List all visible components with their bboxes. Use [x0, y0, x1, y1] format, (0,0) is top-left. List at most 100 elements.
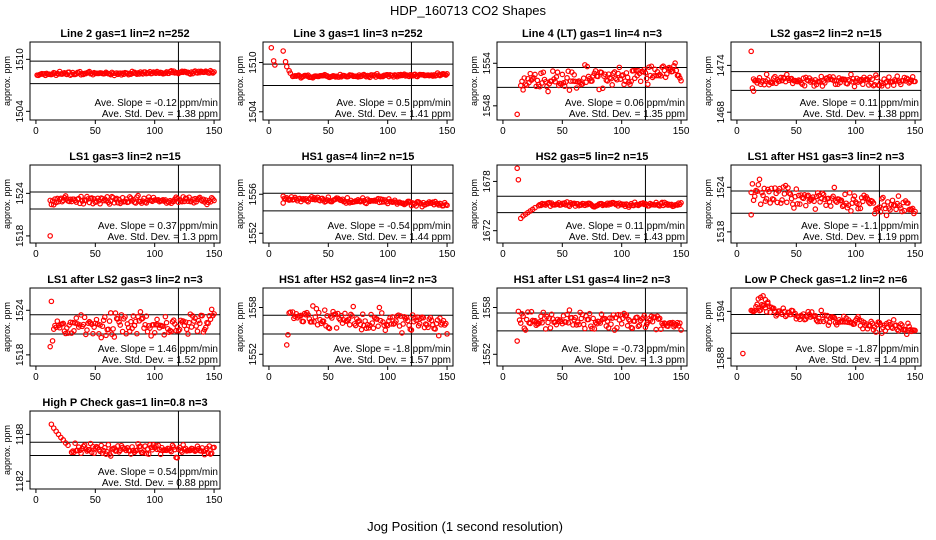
x-tick-label: 100: [146, 372, 163, 383]
data-point: [388, 321, 395, 327]
data-point: [566, 307, 573, 313]
y-axis-label: approx. ppm: [703, 302, 713, 352]
panel-title: HS1 gas=4 lin=2 n=15: [302, 151, 415, 163]
data-point: [520, 87, 526, 93]
data-point: [831, 184, 838, 191]
data-point: [591, 326, 598, 332]
data-point: [749, 85, 756, 91]
data-point: [71, 327, 77, 334]
data-point: [774, 199, 781, 206]
panel-frame: [29, 164, 221, 244]
data-point: [529, 76, 536, 82]
data-point: [194, 328, 201, 335]
data-point: [642, 324, 649, 331]
data-point: [520, 313, 526, 320]
data-point: [893, 206, 899, 213]
data-point: [623, 70, 630, 76]
data-point: [769, 80, 776, 86]
data-point: [882, 205, 889, 212]
data-point: [313, 305, 320, 312]
data-point: [759, 189, 765, 196]
data-point: [869, 76, 876, 82]
data-point: [580, 75, 587, 81]
data-point: [148, 333, 154, 339]
data-point: [532, 204, 538, 211]
x-tick-label: 150: [206, 372, 223, 383]
data-point: [800, 311, 807, 317]
y-tick-label: 1552: [248, 343, 259, 366]
data-point: [818, 195, 825, 202]
data-point: [115, 443, 121, 449]
panel-frame: [29, 41, 221, 121]
x-tick-label: 50: [791, 249, 803, 260]
data-point: [514, 165, 520, 172]
panel-frame: [262, 287, 454, 367]
data-point: [883, 212, 890, 219]
data-point: [47, 343, 53, 350]
x-tick-label: 0: [500, 126, 506, 137]
data-point: [534, 77, 541, 84]
x-tick-label: 100: [613, 126, 630, 137]
y-tick-label: 1518: [15, 224, 26, 247]
data-point: [565, 319, 572, 326]
panel-12: Low P Check gas=1.2 lin=2 n=6 approx. ppm…: [703, 274, 924, 383]
data-point: [874, 74, 880, 81]
data-point: [607, 315, 613, 321]
data-point: [208, 306, 215, 313]
data-point: [434, 201, 441, 207]
slope-annotation: Ave. Slope = -1.87 ppm/min: [796, 344, 920, 355]
data-point: [151, 329, 158, 336]
data-point: [849, 78, 855, 85]
slope-annotation: Ave. Slope = -0.54 ppm/min: [328, 221, 452, 232]
data-point: [778, 200, 784, 206]
data-point: [297, 195, 303, 202]
data-point: [740, 350, 746, 357]
panel-6: HS1 gas=4 lin=2 n=15 approx. ppm 0 50 100 150…: [235, 151, 456, 260]
data-point: [97, 200, 103, 207]
data-point: [66, 322, 72, 328]
data-point: [106, 201, 113, 207]
data-point: [344, 317, 351, 324]
x-tick-label: 150: [673, 126, 690, 137]
data-point: [141, 325, 147, 331]
data-point: [283, 342, 290, 348]
x-tick-label: 0: [266, 249, 272, 260]
y-tick-label: 1510: [248, 51, 259, 74]
data-point: [199, 312, 205, 319]
data-point: [193, 323, 200, 329]
data-point: [111, 200, 118, 206]
data-point: [637, 78, 644, 85]
data-point: [93, 198, 100, 204]
data-point: [370, 325, 377, 331]
data-point: [60, 320, 67, 327]
data-point: [208, 69, 215, 75]
slope-annotation: Ave. Slope = 0.54 ppm/min: [98, 467, 218, 478]
data-point: [287, 309, 294, 315]
data-point: [903, 331, 910, 338]
data-point: [321, 307, 328, 313]
data-point: [782, 313, 789, 320]
data-point: [889, 197, 896, 204]
data-point: [615, 311, 621, 318]
data-point: [566, 87, 573, 93]
data-point: [514, 111, 520, 118]
data-point: [770, 305, 777, 312]
data-point: [589, 325, 595, 332]
data-point: [211, 311, 217, 317]
std-annotation: Ave. Std. Dev. = 1.41 ppm: [335, 109, 451, 120]
data-point: [72, 440, 78, 446]
data-point: [346, 321, 353, 328]
data-point: [748, 189, 754, 196]
y-tick-label: 1474: [716, 54, 727, 77]
data-point: [540, 69, 547, 76]
data-point: [765, 299, 771, 305]
data-point: [514, 338, 520, 344]
std-annotation: Ave. Std. Dev. = 1.43 ppm: [569, 232, 685, 243]
data-point: [145, 451, 152, 457]
data-point: [185, 331, 191, 337]
data-point: [573, 85, 580, 91]
data-point: [596, 318, 602, 325]
data-point: [677, 75, 683, 81]
x-tick-label: 0: [33, 126, 39, 137]
data-point: [881, 202, 887, 208]
